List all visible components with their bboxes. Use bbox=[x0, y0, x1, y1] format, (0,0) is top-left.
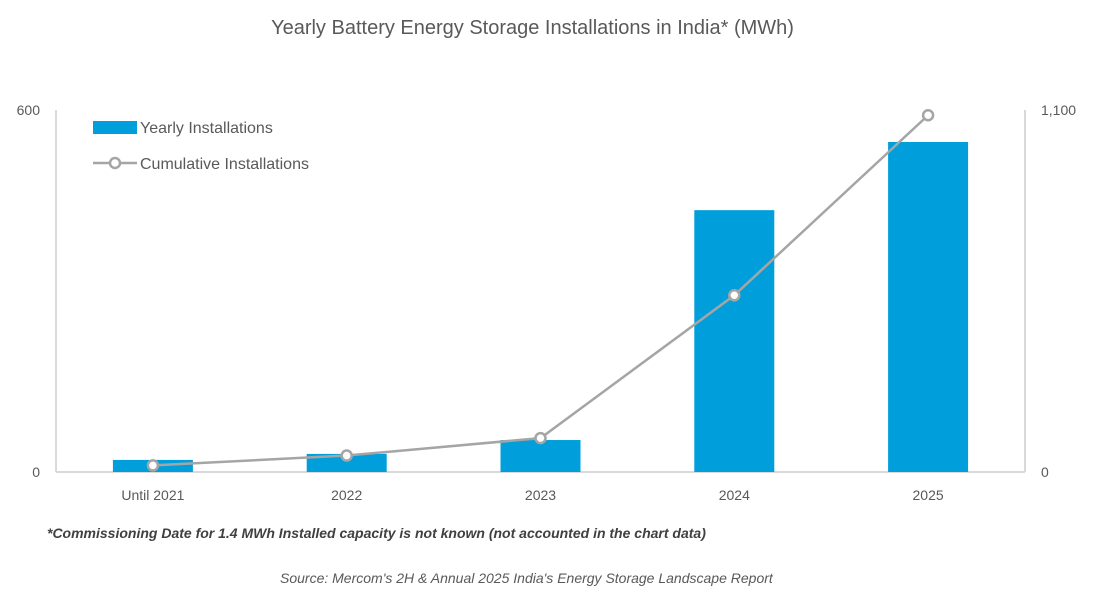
right-axis-tick-label: 1,100 bbox=[1041, 102, 1076, 118]
legend-swatch-cumulative-marker bbox=[108, 156, 122, 170]
bar-series bbox=[112, 141, 969, 473]
source-note: Source: Mercom's 2H & Annual 2025 India'… bbox=[280, 570, 773, 586]
legend: Yearly Installations Cumulative Installat… bbox=[93, 120, 309, 173]
x-axis-tick-label: Until 2021 bbox=[121, 487, 184, 503]
line-series bbox=[146, 109, 935, 472]
left-axis-tick-label: 0 bbox=[32, 464, 40, 480]
line-marker bbox=[921, 109, 935, 122]
x-axis-tick-label: 2022 bbox=[331, 487, 362, 503]
bar bbox=[694, 210, 775, 473]
right-axis-tick-label: 0 bbox=[1041, 464, 1049, 480]
x-axis-tick-label: 2025 bbox=[913, 487, 944, 503]
legend-label-yearly: Yearly Installations bbox=[140, 120, 273, 137]
bar bbox=[500, 440, 581, 472]
x-axis-tick-label: 2023 bbox=[525, 487, 556, 503]
line-marker bbox=[534, 431, 547, 445]
line-marker bbox=[146, 459, 160, 472]
footnote: *Commissioning Date for 1.4 MWh Installe… bbox=[47, 525, 706, 541]
chart-title: Yearly Battery Energy Storage Installati… bbox=[271, 17, 794, 39]
line-marker bbox=[340, 449, 353, 462]
bar bbox=[306, 453, 387, 472]
bar bbox=[888, 141, 969, 472]
legend-label-cumulative: Cumulative Installations bbox=[140, 156, 309, 173]
left-axis-tick-label: 600 bbox=[17, 102, 41, 118]
legend-swatch-yearly bbox=[93, 121, 137, 134]
x-axis-tick-label: 2024 bbox=[719, 487, 750, 503]
line-marker bbox=[728, 289, 741, 302]
